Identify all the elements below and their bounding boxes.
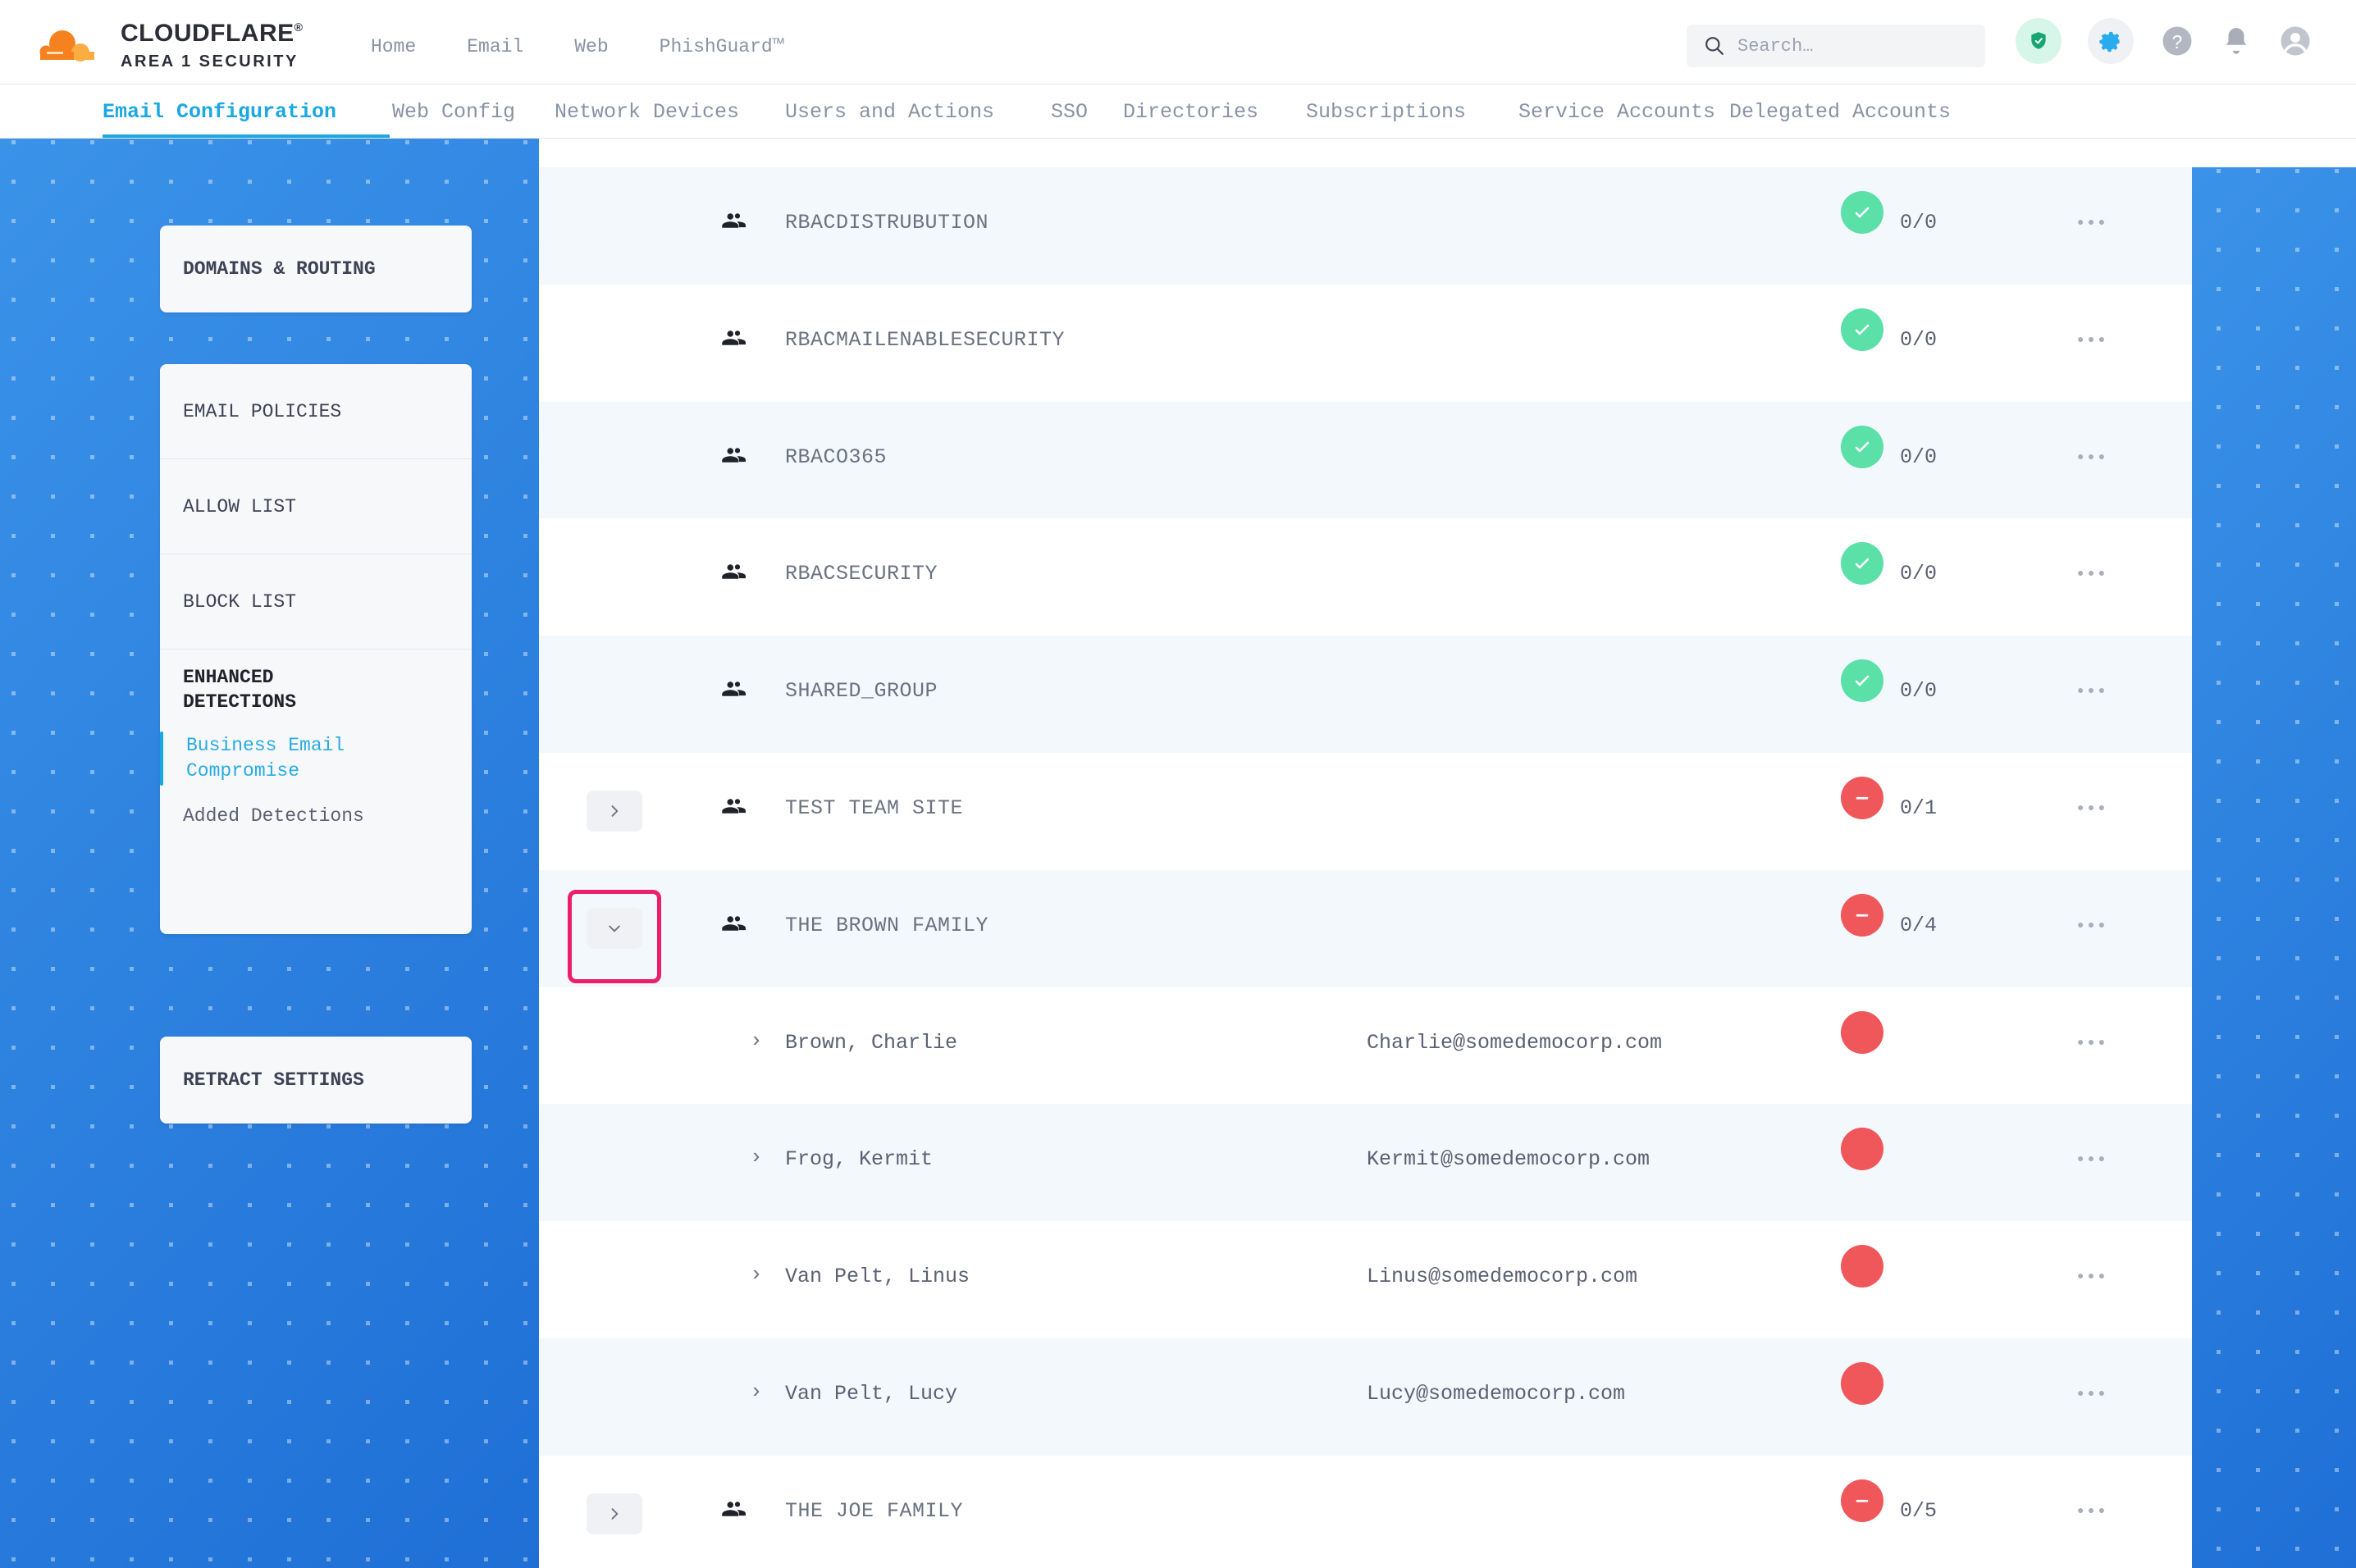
svg-text:?: ? bbox=[2172, 31, 2183, 52]
